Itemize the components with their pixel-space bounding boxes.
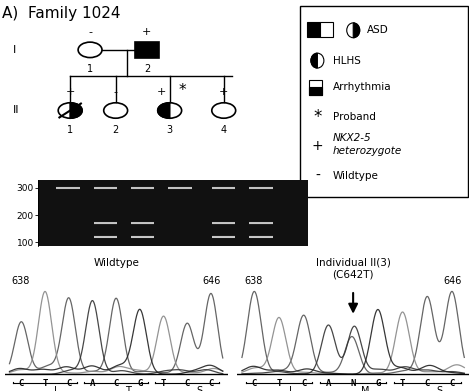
Wedge shape (311, 53, 318, 68)
Text: 4: 4 (221, 125, 227, 135)
Text: HLHS: HLHS (333, 56, 361, 66)
Text: 646: 646 (444, 276, 462, 286)
Text: C: C (66, 378, 72, 387)
Text: C: C (208, 378, 214, 387)
Text: L: L (289, 386, 294, 391)
Text: 646: 646 (202, 276, 220, 286)
Text: 638: 638 (12, 276, 30, 286)
Text: -: - (315, 169, 320, 183)
Text: Wildtype: Wildtype (93, 258, 139, 268)
Text: *: * (179, 83, 186, 98)
Text: ASD: ASD (367, 25, 389, 35)
Bar (309, 88, 322, 95)
Text: -: - (114, 87, 118, 97)
Text: 2: 2 (144, 64, 150, 74)
Text: 3: 3 (167, 125, 173, 135)
Text: N: N (350, 378, 356, 387)
Text: S: S (437, 386, 443, 391)
Wedge shape (353, 23, 360, 38)
Text: Proband: Proband (333, 112, 375, 122)
Text: T: T (276, 378, 282, 387)
Bar (320, 22, 333, 37)
Text: T: T (161, 378, 166, 387)
Text: C: C (425, 378, 430, 387)
Text: A: A (326, 378, 331, 387)
Text: T: T (125, 386, 131, 391)
Wedge shape (70, 103, 82, 118)
Bar (309, 80, 322, 95)
Text: C: C (252, 378, 257, 387)
Text: +: + (219, 87, 228, 97)
Text: C: C (301, 378, 306, 387)
Wedge shape (158, 103, 170, 118)
Text: 2: 2 (112, 125, 119, 135)
Text: G: G (375, 378, 381, 387)
Text: A: A (90, 378, 95, 387)
Text: G: G (137, 378, 143, 387)
Text: C: C (184, 378, 190, 387)
Text: Wildtype: Wildtype (333, 171, 379, 181)
Text: Individual II(3)
(C642T): Individual II(3) (C642T) (316, 258, 391, 279)
Text: +: + (156, 87, 166, 97)
Text: +: + (142, 27, 152, 36)
Text: C: C (18, 378, 24, 387)
Text: +: + (311, 139, 323, 152)
Text: M: M (361, 386, 370, 391)
Text: II: II (13, 106, 20, 115)
Text: I: I (13, 45, 17, 55)
Text: 1: 1 (67, 125, 73, 135)
Text: NKX2-5
heterozygote: NKX2-5 heterozygote (333, 133, 402, 156)
Bar (135, 42, 159, 57)
Bar (307, 22, 320, 37)
Text: L: L (54, 386, 60, 391)
Text: C: C (449, 378, 455, 387)
Text: T: T (400, 378, 405, 387)
Text: +: + (65, 87, 75, 97)
Text: *: * (313, 108, 321, 126)
Text: S: S (196, 386, 202, 391)
Text: Arrhythmia: Arrhythmia (333, 83, 392, 92)
Text: -: - (88, 27, 92, 37)
Text: 638: 638 (245, 276, 263, 286)
Text: C: C (113, 378, 119, 387)
Text: A)  Family 1024: A) Family 1024 (2, 6, 120, 21)
Text: T: T (42, 378, 48, 387)
Text: 1: 1 (87, 64, 93, 74)
